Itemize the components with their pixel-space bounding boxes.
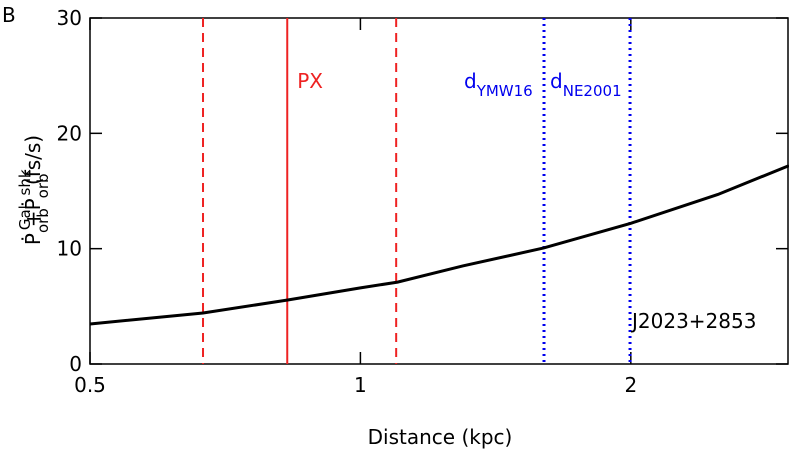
reference-line-label: dNE2001 <box>550 69 622 100</box>
y-tick-label: 30 <box>57 6 82 30</box>
y-axis-label-part: +Ṗ <box>21 198 45 227</box>
y-axis-label-part: Ṗ <box>21 233 45 245</box>
reference-line-label: PX <box>297 69 323 93</box>
x-tick-label: 2 <box>624 373 637 397</box>
y-axis-label-part: shk <box>16 169 34 195</box>
y-axis-label-part: orb <box>34 208 52 233</box>
panel-label: B <box>2 3 16 27</box>
reference-line-label-part: d <box>550 69 563 93</box>
y-axis-label-part: orb <box>34 173 52 198</box>
reference-line-label: dYMW16 <box>464 69 533 100</box>
plot-frame <box>89 17 789 365</box>
x-tick-label: 0.5 <box>74 373 106 397</box>
y-axis-label-group: ṖorbGal+Ṗorbshk (fs/s) <box>16 135 52 245</box>
reference-line-label-part: d <box>464 69 477 93</box>
y-axis-label-part: (fs/s) <box>21 135 45 192</box>
y-tick-label: 20 <box>57 121 82 145</box>
y-tick-label: 10 <box>57 237 82 261</box>
y-tick-label: 0 <box>69 352 82 376</box>
reference-line-label-part: PX <box>297 69 323 93</box>
reference-line-label-part: YMW16 <box>476 82 533 100</box>
curve <box>89 164 789 326</box>
y-axis-label-part: Gal <box>16 205 34 230</box>
reference-line-label-part: NE2001 <box>563 82 622 100</box>
x-tick-label: 1 <box>354 373 367 397</box>
x-axis-label: Distance (kpc) <box>368 425 513 449</box>
annotation: J2023+2853 <box>630 309 756 333</box>
y-axis-label: ṖorbGal+Ṗorbshk (fs/s) <box>16 135 52 245</box>
